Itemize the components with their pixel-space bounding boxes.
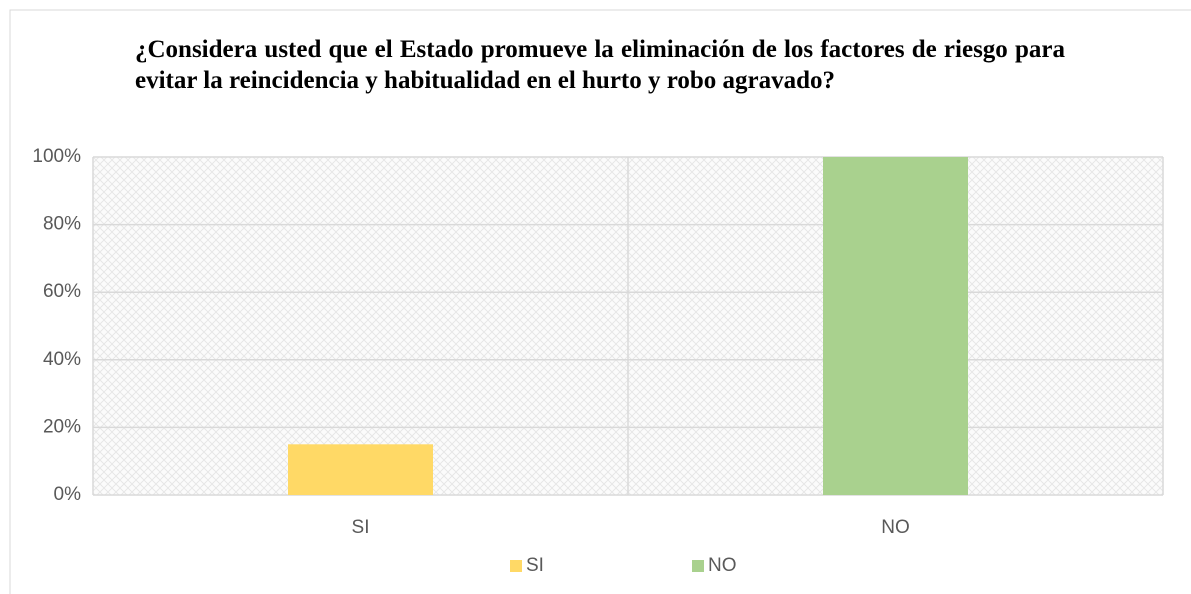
legend-swatch	[510, 560, 522, 572]
y-tick-label: 0%	[54, 484, 82, 505]
y-tick-label: 60%	[43, 281, 81, 302]
bar	[288, 444, 433, 495]
y-tick-label: 40%	[43, 349, 81, 370]
y-tick-label: 80%	[43, 214, 81, 235]
chart-title: ¿Considera usted que el Estado promueve …	[135, 36, 1065, 94]
legend-label: SI	[526, 555, 544, 576]
bar	[823, 157, 968, 495]
legend-swatch	[692, 560, 704, 572]
chart-border	[9, 9, 1191, 594]
x-tick-label: SI	[352, 517, 370, 538]
y-tick-label: 100%	[32, 146, 81, 167]
y-tick-label: 20%	[43, 416, 81, 437]
x-tick-label: NO	[881, 517, 910, 538]
legend-label: NO	[708, 555, 737, 576]
